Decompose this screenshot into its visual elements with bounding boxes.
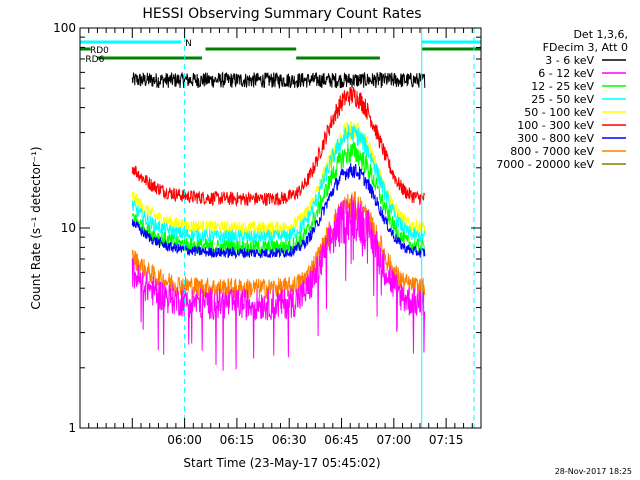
legend-header-0: Det 1,3,6, [573,28,628,41]
x-tick-label-5: 07:15 [429,433,464,447]
legend-label-5: 100 - 300 keV [517,119,594,132]
x-tick-label-4: 07:00 [377,433,412,447]
y-tick-label-2: 100 [53,21,76,35]
x-axis: 06:00 06:15 06:30 06:45 07:00 07:15 [79,28,482,447]
series-line-0 [131,71,426,90]
x-tick-label-0: 06:00 [167,433,202,447]
chart-title: HESSI Observing Summary Count Rates [142,6,421,22]
series-line-4 [131,142,426,257]
y-axis-label: Count Rate (s⁻¹ detector⁻¹) [29,146,43,309]
attenuator-label-2: RD0 [90,46,109,56]
series-line-7 [131,195,426,371]
legend-label-6: 300 - 800 keV [517,132,594,145]
x-tick-label-2: 06:30 [272,433,307,447]
legend-label-8: 7000 - 20000 keV [496,158,594,171]
series-layer [131,71,426,371]
legend-label-1: 6 - 12 keV [538,67,594,80]
legend-label-2: 12 - 25 keV [531,80,594,93]
series-line-3 [131,123,426,245]
legend-label-7: 800 - 7000 keV [510,145,594,158]
y-tick-label-0: 1 [68,421,76,435]
x-axis-label: Start Time (23-May-17 05:45:02) [183,456,380,470]
y-tick-label-1: 10 [61,221,76,235]
x-tick-label-1: 06:15 [220,433,255,447]
attenuator-label-0: N [185,39,192,49]
attenuator-label-5: RD6 [85,55,104,65]
x-tick-label-3: 06:45 [324,433,359,447]
legend-label-0: 3 - 6 keV [545,54,594,67]
footer-date: 28-Nov-2017 18:25 [555,467,632,476]
legend-label-3: 25 - 50 keV [531,93,594,106]
series-line-1 [131,86,425,208]
legend-header-1: FDecim 3, Att 0 [543,41,628,54]
series-line-5 [131,162,426,260]
legend-label-4: 50 - 100 keV [524,106,594,119]
y-axis: 1 10 100 [53,21,481,435]
